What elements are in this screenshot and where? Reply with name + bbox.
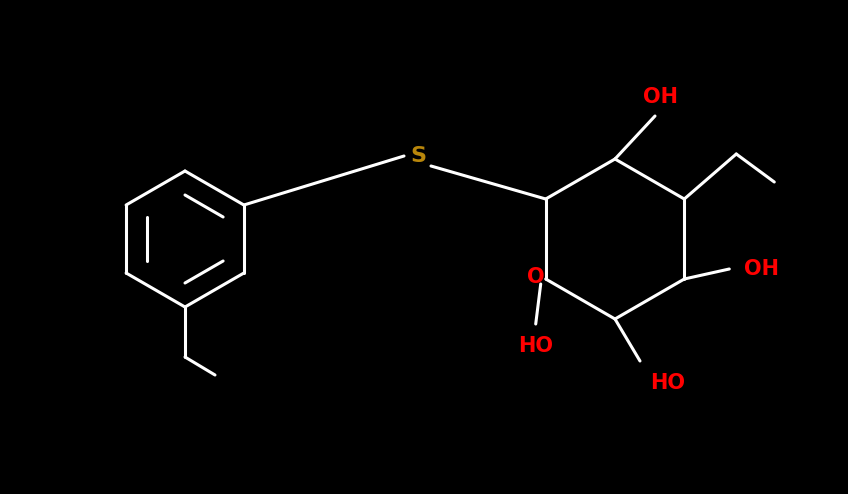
Text: HO: HO — [650, 373, 685, 393]
Text: O: O — [527, 267, 544, 287]
Text: HO: HO — [518, 336, 553, 356]
Text: OH: OH — [745, 259, 779, 279]
Text: OH: OH — [643, 87, 678, 107]
Text: S: S — [410, 146, 426, 166]
